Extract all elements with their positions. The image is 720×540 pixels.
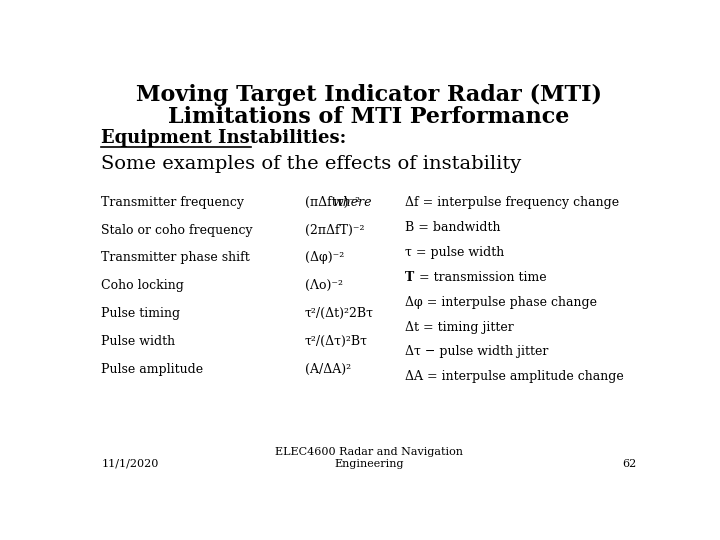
Text: Equipment Instabilities:: Equipment Instabilities: — [101, 129, 346, 147]
Text: 62: 62 — [623, 459, 637, 469]
Text: Δt = timing jitter: Δt = timing jitter — [405, 321, 514, 334]
Text: Coho locking: Coho locking — [101, 279, 184, 292]
Text: Some examples of the effects of instability: Some examples of the effects of instabil… — [101, 156, 521, 173]
Text: Δφ = interpulse phase change: Δφ = interpulse phase change — [405, 295, 598, 308]
Text: Pulse amplitude: Pulse amplitude — [101, 363, 203, 376]
Text: = transmission time: = transmission time — [415, 271, 546, 284]
Text: (A/ΔA)²: (A/ΔA)² — [305, 363, 351, 376]
Text: Limitations of MTI Performance: Limitations of MTI Performance — [168, 106, 570, 129]
Text: (2πΔfT)⁻²: (2πΔfT)⁻² — [305, 224, 364, 237]
Text: (πΔftτ)⁻²: (πΔftτ)⁻² — [305, 196, 360, 209]
Text: (Δφ)⁻²: (Δφ)⁻² — [305, 252, 344, 265]
Text: Moving Target Indicator Radar (MTI): Moving Target Indicator Radar (MTI) — [136, 84, 602, 106]
Text: Stalo or coho frequency: Stalo or coho frequency — [101, 224, 253, 237]
Text: Transmitter frequency: Transmitter frequency — [101, 196, 244, 209]
Text: ELEC4600 Radar and Navigation
Engineering: ELEC4600 Radar and Navigation Engineerin… — [275, 447, 463, 469]
Text: Pulse width: Pulse width — [101, 335, 175, 348]
Text: τ = pulse width: τ = pulse width — [405, 246, 505, 259]
Text: B = bandwidth: B = bandwidth — [405, 221, 501, 234]
Text: Δτ − pulse width jitter: Δτ − pulse width jitter — [405, 346, 549, 359]
Text: (Λo)⁻²: (Λo)⁻² — [305, 279, 343, 292]
Text: where: where — [333, 196, 372, 209]
Text: Transmitter phase shift: Transmitter phase shift — [101, 252, 250, 265]
Text: τ²/(Δτ)²Bτ: τ²/(Δτ)²Bτ — [305, 335, 368, 348]
Text: Pulse timing: Pulse timing — [101, 307, 180, 320]
Text: 11/1/2020: 11/1/2020 — [101, 459, 158, 469]
Text: ΔA = interpulse amplitude change: ΔA = interpulse amplitude change — [405, 370, 624, 383]
Text: Δf = interpulse frequency change: Δf = interpulse frequency change — [405, 196, 619, 209]
Text: T: T — [405, 271, 415, 284]
Text: τ²/(Δt)²2Bτ: τ²/(Δt)²2Bτ — [305, 307, 374, 320]
